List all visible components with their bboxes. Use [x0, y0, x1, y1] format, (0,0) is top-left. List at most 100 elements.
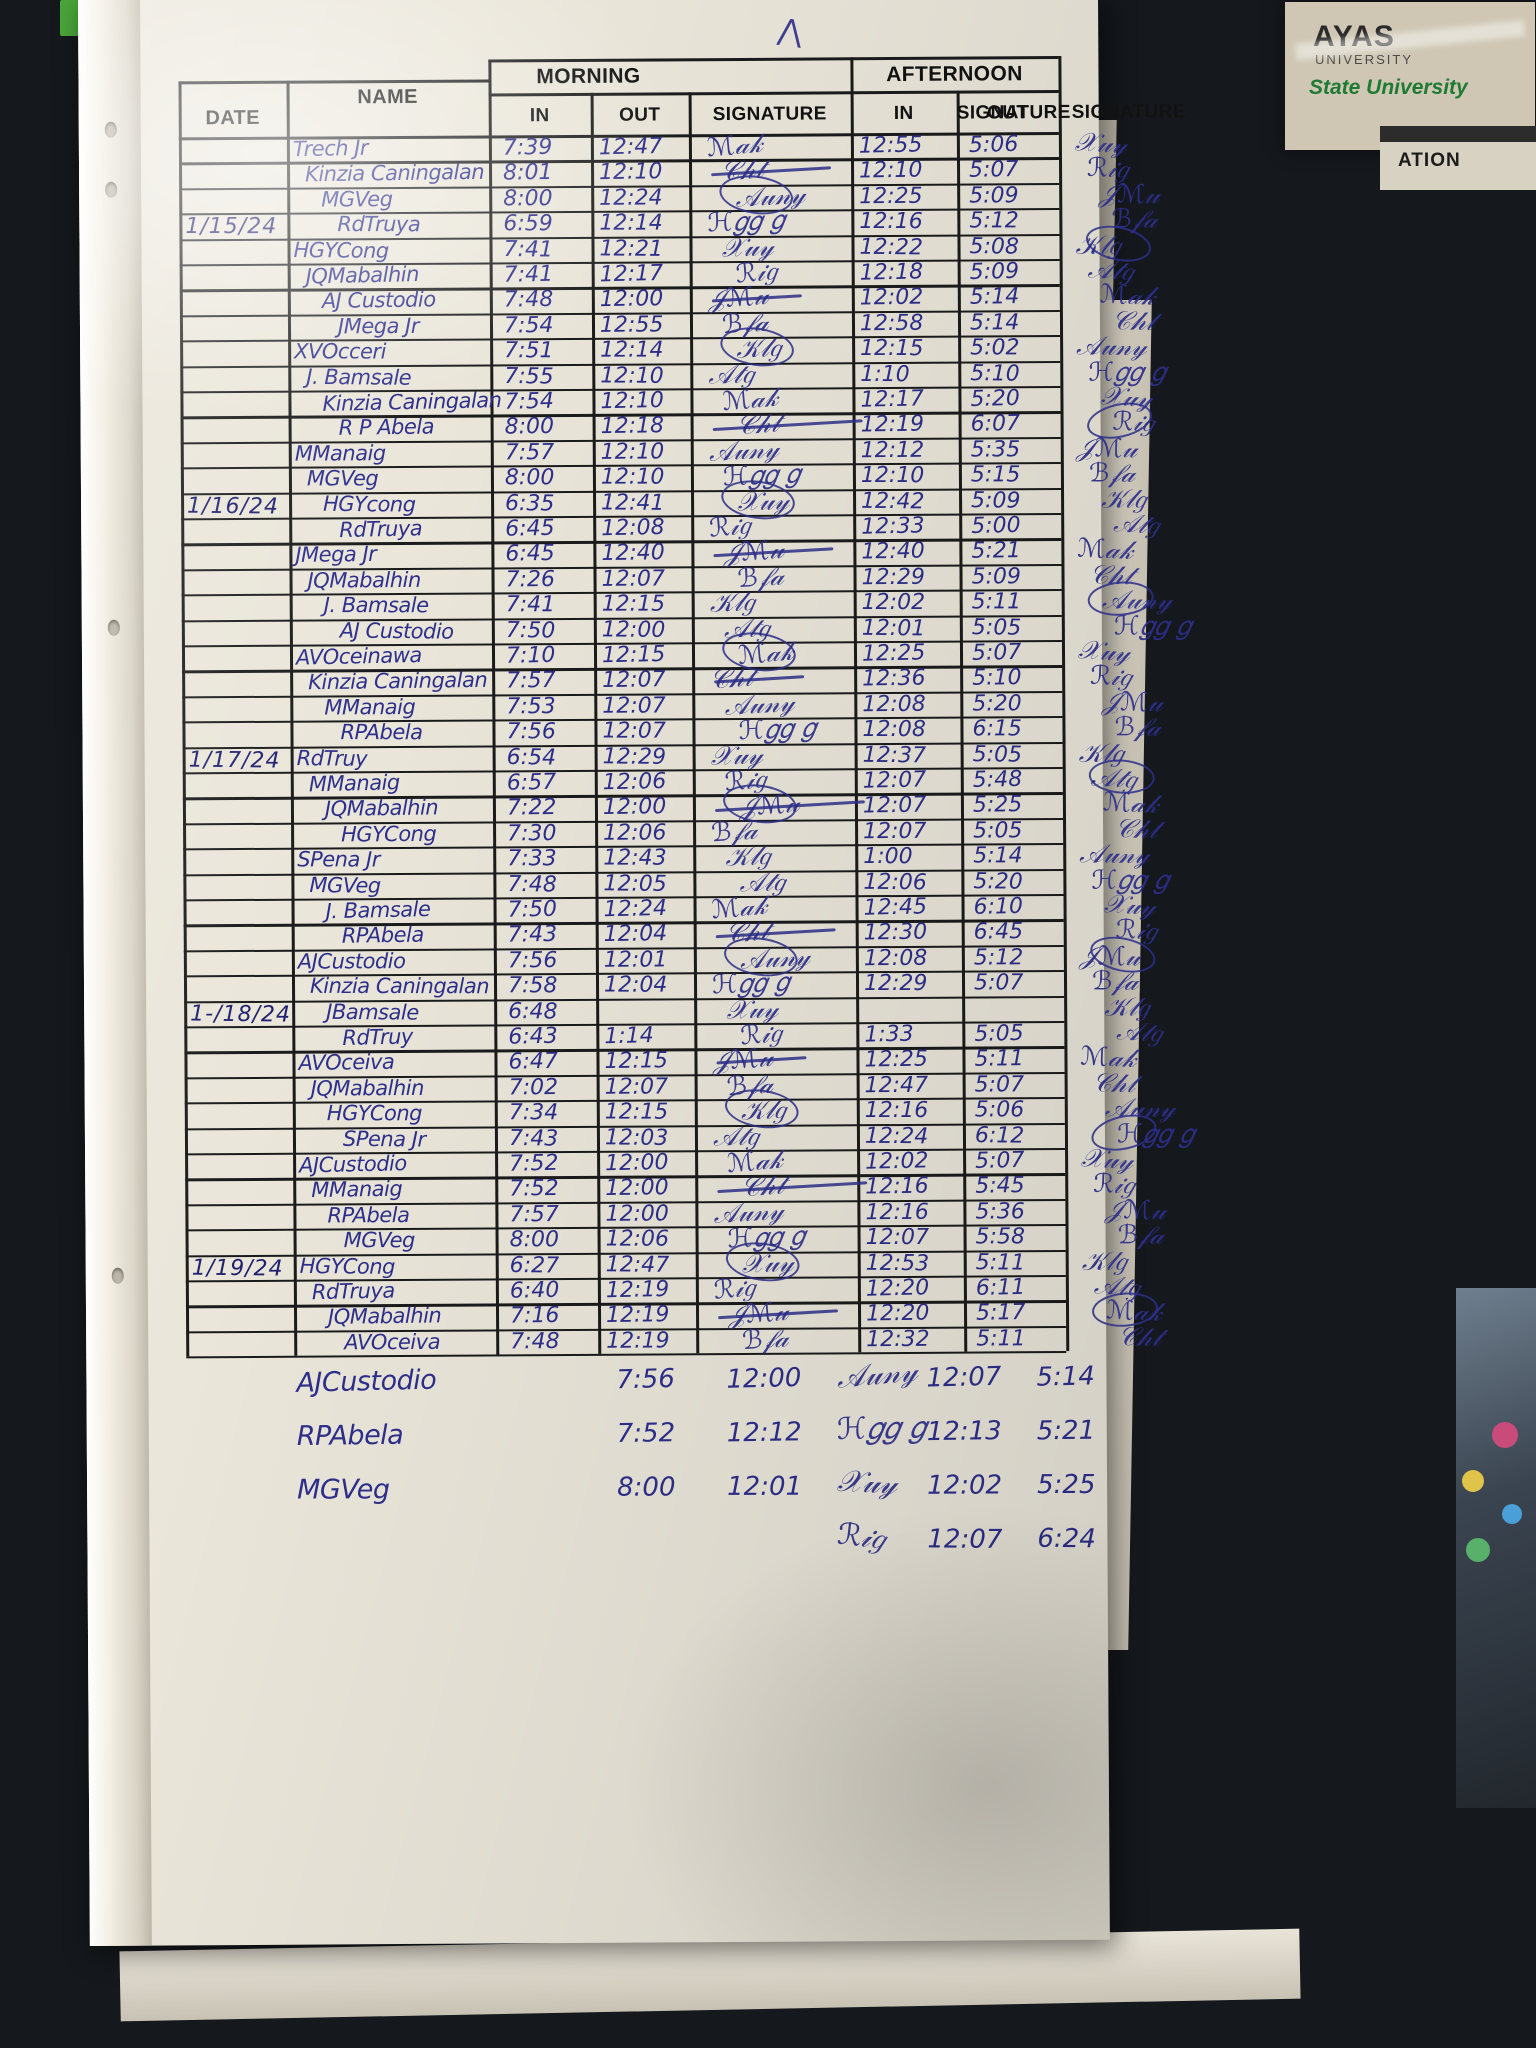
column-header-afternoon: AFTERNOON	[886, 62, 1023, 87]
morning-out-value: 12:15	[601, 641, 666, 669]
afternoon-in-value: 12:20	[865, 1275, 930, 1302]
morning-out-value: 12:19	[606, 1328, 670, 1354]
morning-in-value: 7:54	[503, 312, 554, 339]
overflow-name-value: RPAbela	[296, 1419, 404, 1453]
morning-out-value: 12:07	[604, 1074, 669, 1100]
overflow-morning-out-value: 12:00	[726, 1362, 802, 1395]
afternoon-out-value: 5:09	[969, 183, 1019, 209]
name-cell-value: R P Abela	[338, 414, 435, 441]
afternoon-in-value: 12:10	[860, 463, 925, 489]
morning-in-value: 6:40	[509, 1277, 560, 1304]
name-cell-value: MManaig	[294, 440, 386, 466]
morning-in-value: 7:55	[504, 363, 554, 390]
morning-out-value: 12:07	[601, 667, 666, 694]
afternoon-in-value: 12:07	[862, 792, 927, 819]
overflow-signature-mark: ℋ𝑔𝑔 𝑔	[836, 1410, 926, 1448]
afternoon-out-value: 5:07	[974, 1147, 1025, 1174]
morning-out-value: 12:14	[599, 210, 663, 236]
morning-out-value: 12:55	[599, 312, 664, 338]
afternoon-out-value: 5:14	[973, 843, 1023, 869]
name-cell-value: JQMabalhin	[305, 262, 420, 289]
name-cell-value: SPena Jr	[342, 1126, 426, 1152]
morning-in-value: 7:34	[508, 1100, 559, 1126]
afternoon-in-value: 12:29	[864, 971, 928, 997]
morning-in-value: 8:01	[502, 160, 553, 186]
name-cell-value: J. Bamsale	[325, 897, 431, 924]
morning-in-value: 7:41	[503, 236, 554, 263]
date-cell-value: 1/16/24	[186, 493, 280, 520]
morning-out-value: 12:47	[605, 1251, 670, 1278]
name-cell-value: RdTruy	[296, 745, 368, 771]
morning-out-value: 12:41	[600, 489, 665, 516]
table-rule-horizontal	[488, 90, 1059, 97]
afternoon-in-value: 12:08	[863, 945, 928, 972]
name-cell-value: Kinzia Caningalan	[322, 388, 502, 416]
table-rule-vertical	[956, 90, 967, 1352]
morning-in-value: 7:22	[506, 795, 557, 821]
morning-out-value: 12:21	[599, 235, 664, 262]
afternoon-out-value: 5:14	[969, 310, 1020, 336]
morning-out-value: 12:10	[600, 387, 665, 415]
binder-hole	[111, 1267, 124, 1284]
afternoon-in-value: 12:25	[864, 1046, 929, 1073]
afternoon-in-value: 1:33	[864, 1021, 915, 1048]
name-cell-value: RPAbela	[327, 1202, 410, 1228]
name-cell-value: MManaig	[308, 770, 400, 797]
overflow-signature-mark: 𝒜𝓊𝓃𝓎	[834, 1353, 920, 1396]
afternoon-in-value: 12:24	[864, 1123, 929, 1149]
afternoon-in-value: 12:30	[863, 919, 928, 946]
color-dot-blue	[1502, 1504, 1522, 1524]
ayas-card-subtitle: UNIVERSITY	[1315, 52, 1414, 67]
morning-in-value: 7:39	[502, 134, 553, 161]
binder-hole	[105, 181, 118, 198]
afternoon-out-value: 5:20	[972, 691, 1022, 717]
afternoon-in-value: 12:08	[862, 717, 926, 743]
column-header-morning: MORNING	[536, 64, 641, 89]
morning-out-value: 12:10	[598, 159, 663, 186]
name-cell-value: RdTruya	[311, 1278, 396, 1305]
afternoon-in-value: 1:00	[863, 844, 913, 870]
name-cell-value: JQMabalhin	[324, 795, 439, 822]
afternoon-in-value: 12:02	[861, 590, 926, 616]
morning-out-value: 12:00	[605, 1201, 669, 1227]
afternoon-in-value: 12:15	[860, 336, 924, 362]
name-cell-value: MManaig	[311, 1177, 403, 1203]
ation-card: ATION	[1380, 126, 1536, 190]
afternoon-out-value: 5:14	[969, 284, 1020, 311]
ayas-card-tagline: State University	[1309, 76, 1468, 99]
morning-out-value: 12:47	[598, 133, 663, 161]
afternoon-in-value: 12:20	[865, 1300, 930, 1327]
name-cell-value: RPAbela	[341, 922, 424, 949]
afternoon-out-value: 5:17	[975, 1300, 1026, 1327]
morning-out-value: 12:05	[603, 870, 667, 897]
morning-out-value: 12:07	[602, 718, 666, 744]
overflow-afternoon-in-value: 12:02	[927, 1470, 1003, 1501]
overflow-afternoon-in-value: 12:07	[927, 1524, 1003, 1555]
morning-in-value: 7:10	[505, 642, 556, 669]
color-dot-green	[1466, 1538, 1490, 1562]
morning-in-value: 7:43	[508, 1125, 559, 1152]
name-cell-value: HGYcong	[322, 491, 416, 517]
afternoon-in-value: 12:07	[863, 818, 927, 845]
stray-ink-mark: ⋀	[775, 12, 806, 51]
afternoon-out-value: 6:10	[973, 893, 1024, 920]
morning-in-value: 6:54	[506, 744, 557, 771]
afternoon-out-value: 5:48	[972, 766, 1023, 793]
morning-out-value: 12:00	[604, 1149, 669, 1177]
morning-out-value: 12:00	[602, 794, 667, 821]
morning-out-value: 12:17	[599, 260, 664, 288]
morning-out-value: 12:01	[603, 947, 668, 973]
overflow-name-value: MGVeg	[297, 1474, 390, 1506]
column-header-morning-signature: SIGNATURE	[712, 103, 827, 126]
overflow-morning-out-value: 12:12	[726, 1417, 802, 1449]
signature-stroke	[717, 1181, 868, 1193]
afternoon-out-value: 6:15	[972, 716, 1022, 742]
morning-in-value: 7:58	[508, 973, 558, 999]
column-header-morning-out: OUT	[618, 104, 661, 126]
color-dot-yellow	[1462, 1470, 1484, 1492]
ayas-card-title: AYAS	[1313, 20, 1395, 53]
morning-out-value: 12:24	[603, 895, 668, 923]
afternoon-out-value: 5:05	[973, 818, 1023, 844]
morning-out-value: 12:29	[602, 743, 667, 770]
morning-in-value: 7:48	[507, 871, 557, 898]
